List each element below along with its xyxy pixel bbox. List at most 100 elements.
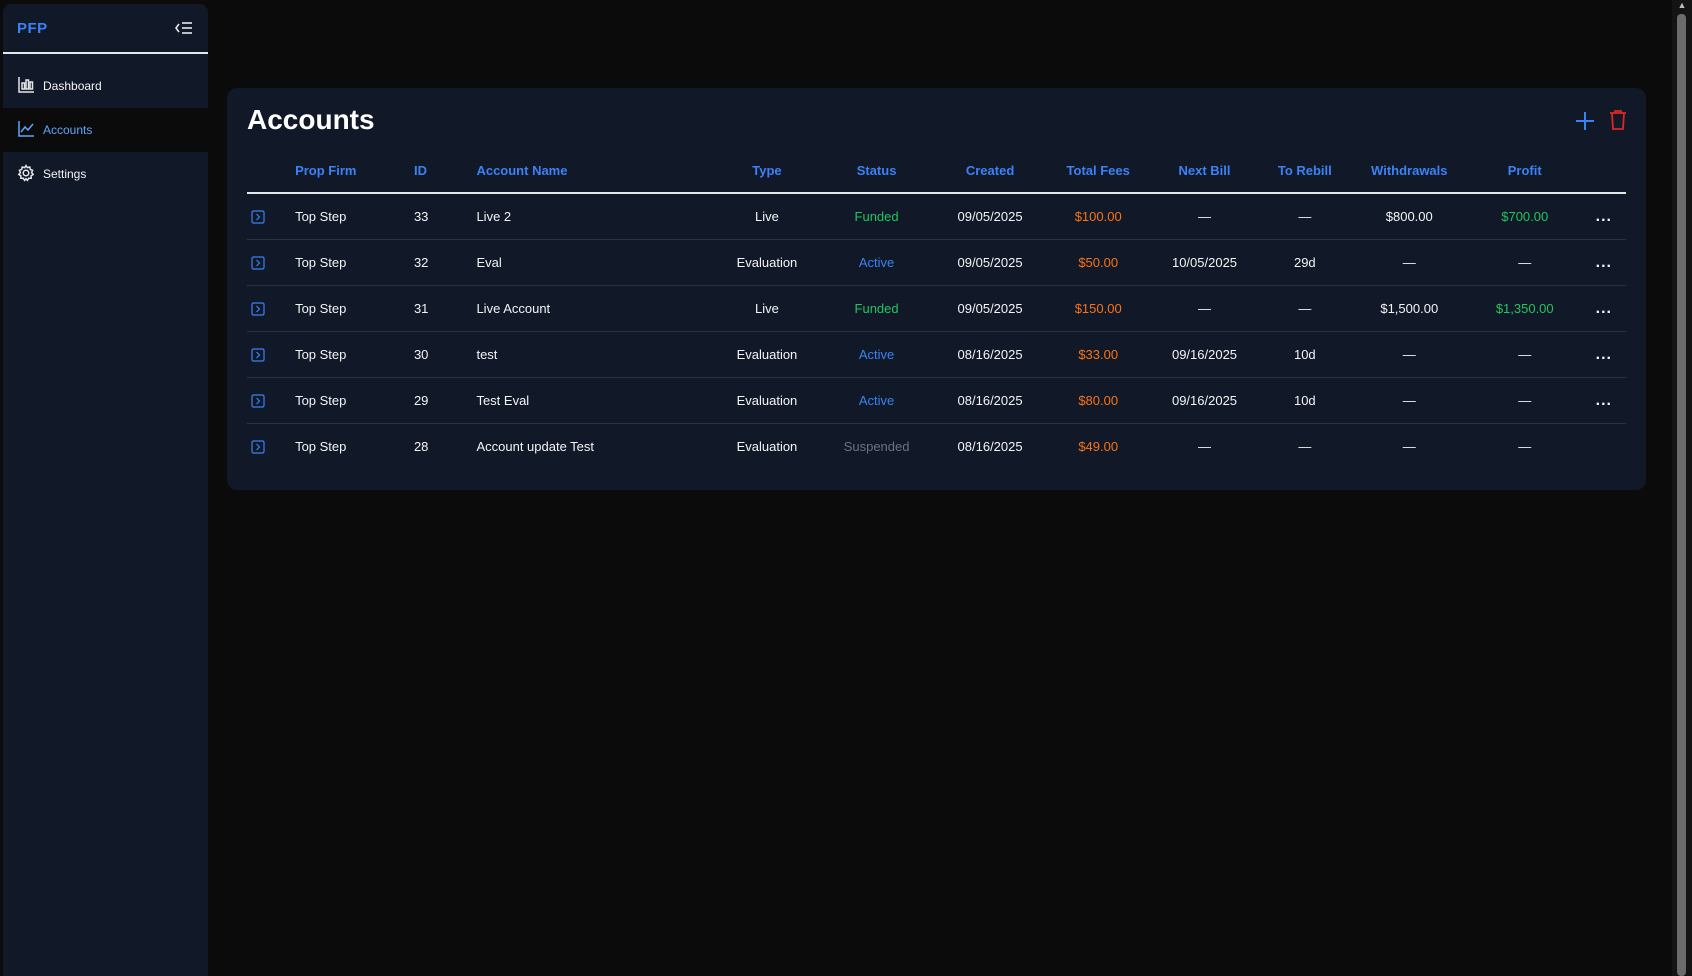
- expand-row-icon[interactable]: [247, 424, 291, 470]
- column-type[interactable]: Type: [714, 148, 820, 194]
- scrollbar[interactable]: ▲: [1672, 0, 1692, 976]
- sidebar-nav: Dashboard Accounts Settings: [3, 64, 208, 196]
- sidebar-item-settings[interactable]: Settings: [3, 152, 208, 196]
- column-id[interactable]: ID: [409, 148, 473, 194]
- accounts-panel: Accounts Prop Firm ID Account Name Type …: [227, 88, 1646, 490]
- actions-column-header: [1581, 148, 1626, 194]
- expand-column-header: [247, 148, 292, 194]
- sidebar-item-label: Accounts: [43, 123, 93, 137]
- expand-row-icon[interactable]: [247, 239, 292, 286]
- cell-total-fees: $150.00: [1046, 285, 1151, 332]
- cell-total-fees: $100.00: [1046, 193, 1151, 240]
- sidebar: PFP Dashboard: [3, 4, 208, 976]
- cell-id: 33: [409, 193, 473, 240]
- expand-row-icon[interactable]: [247, 377, 292, 424]
- cell-to-rebill: 10d: [1258, 377, 1351, 424]
- cell-withdrawals: —: [1350, 239, 1468, 286]
- cell-profit: —: [1467, 239, 1582, 286]
- cell-next-bill: —: [1198, 439, 1211, 454]
- delete-account-button[interactable]: [1608, 109, 1630, 133]
- column-to-rebill[interactable]: To Rebill: [1258, 148, 1351, 194]
- column-account-name[interactable]: Account Name: [472, 148, 715, 194]
- status-badge: Funded: [819, 193, 934, 240]
- table-row[interactable]: Top Step 33 Live 2 Live Funded 09/05/202…: [247, 193, 1626, 240]
- cell-next-bill: —: [1150, 285, 1259, 332]
- table-row[interactable]: Top Step 30 test Evaluation Active 08/16…: [247, 331, 1626, 378]
- column-prop-firm[interactable]: Prop Firm: [291, 148, 410, 194]
- page-title: Accounts: [247, 104, 375, 135]
- cell-created: 09/05/2025: [933, 193, 1047, 240]
- status-badge: Funded: [819, 285, 934, 332]
- cell-profit: $700.00: [1467, 193, 1582, 240]
- column-status[interactable]: Status: [819, 148, 934, 194]
- cell-created: 08/16/2025: [957, 439, 1023, 454]
- expand-row-icon[interactable]: [247, 193, 292, 240]
- cell-prop-firm: Top Step: [291, 331, 410, 378]
- cell-withdrawals: $800.00: [1350, 193, 1468, 240]
- scrollbar-thumb[interactable]: [1677, 14, 1686, 976]
- row-menu-button[interactable]: ...: [1595, 345, 1612, 363]
- dashboard-icon: [17, 76, 35, 97]
- cell-to-rebill: —: [1258, 285, 1351, 332]
- accounts-table: Prop Firm ID Account Name Type Status Cr…: [247, 148, 1626, 469]
- cell-prop-firm: Top Step: [291, 285, 410, 332]
- column-created[interactable]: Created: [933, 148, 1047, 194]
- row-menu-button[interactable]: ...: [1595, 253, 1612, 271]
- cell-profit: $1,350.00: [1467, 285, 1582, 332]
- cell-profit: —: [1518, 439, 1532, 454]
- cell-to-rebill: 29d: [1258, 239, 1351, 286]
- chart-line-icon: [17, 120, 35, 141]
- cell-id: 29: [409, 377, 473, 424]
- cell-to-rebill: 10d: [1258, 331, 1351, 378]
- sidebar-item-label: Dashboard: [43, 79, 102, 93]
- cell-type: Live: [714, 193, 820, 240]
- cell-created: 09/05/2025: [933, 239, 1047, 286]
- sidebar-header: PFP: [3, 4, 208, 54]
- scroll-up-icon[interactable]: ▲: [1677, 0, 1687, 10]
- cell-account-name: test: [472, 331, 715, 378]
- column-withdrawals[interactable]: Withdrawals: [1350, 148, 1468, 194]
- cell-next-bill: 09/16/2025: [1150, 377, 1259, 424]
- cell-total-fees: $33.00: [1046, 331, 1151, 378]
- table-row[interactable]: Top Step 29 Test Eval Evaluation Active …: [247, 377, 1626, 424]
- table-row[interactable]: Top Step 31 Live Account Live Funded 09/…: [247, 285, 1626, 332]
- cell-withdrawals: —: [1350, 331, 1468, 378]
- cell-withdrawals: —: [1350, 377, 1468, 424]
- expand-row-icon[interactable]: [247, 285, 292, 332]
- cell-type: Evaluation: [714, 239, 820, 286]
- status-badge: Active: [819, 239, 934, 286]
- table-row[interactable]: Top Step 32 Eval Evaluation Active 09/05…: [247, 239, 1626, 286]
- brand-logo[interactable]: PFP: [17, 19, 48, 37]
- cell-prop-firm: Top Step: [291, 193, 410, 240]
- cell-withdrawals: $1,500.00: [1350, 285, 1468, 332]
- status-badge: Suspended: [843, 439, 910, 454]
- cell-created: 09/05/2025: [933, 285, 1047, 332]
- cell-id: 32: [409, 239, 473, 286]
- cell-created: 08/16/2025: [933, 331, 1047, 378]
- table-row[interactable]: Top Step 28 Account update Test Evaluati…: [247, 424, 1626, 470]
- column-total-fees[interactable]: Total Fees: [1046, 148, 1151, 194]
- cell-created: 08/16/2025: [933, 377, 1047, 424]
- sidebar-item-label: Settings: [43, 167, 87, 181]
- column-next-bill[interactable]: Next Bill: [1150, 148, 1259, 194]
- cell-next-bill: —: [1150, 193, 1259, 240]
- cell-total-fees: $80.00: [1046, 377, 1151, 424]
- row-menu-button[interactable]: ...: [1595, 299, 1612, 317]
- row-menu-button[interactable]: ...: [1595, 391, 1612, 409]
- sidebar-item-accounts[interactable]: Accounts: [3, 108, 208, 152]
- column-profit[interactable]: Profit: [1467, 148, 1582, 194]
- cell-account-name: Account update Test: [476, 439, 595, 454]
- expand-row-icon[interactable]: [247, 331, 292, 378]
- cell-prop-firm: Top Step: [291, 239, 410, 286]
- cell-prop-firm: Top Step: [295, 439, 347, 454]
- cell-account-name: Test Eval: [472, 377, 715, 424]
- collapse-sidebar-icon[interactable]: [174, 18, 194, 38]
- cell-profit: —: [1467, 331, 1582, 378]
- add-account-button[interactable]: [1574, 110, 1596, 132]
- table-header-row: Prop Firm ID Account Name Type Status Cr…: [247, 148, 1626, 194]
- row-menu-button[interactable]: ...: [1595, 207, 1612, 225]
- trash-icon: [1610, 110, 1626, 130]
- cell-total-fees: $50.00: [1046, 239, 1151, 286]
- sidebar-item-dashboard[interactable]: Dashboard: [3, 64, 208, 108]
- cell-account-name: Live Account: [472, 285, 715, 332]
